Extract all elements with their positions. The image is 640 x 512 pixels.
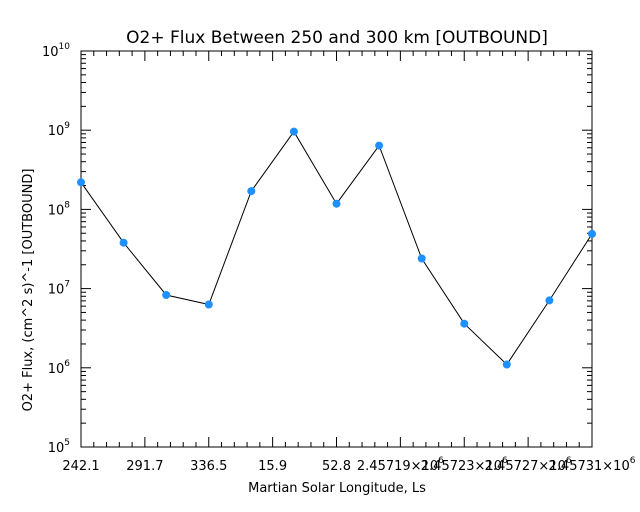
y-tick-label: 107 xyxy=(48,280,70,298)
y-tick-label: 1010 xyxy=(42,42,70,60)
data-point xyxy=(77,178,85,187)
y-axis-major-ticks xyxy=(81,50,592,448)
x-tick-label: 2.45723×106 xyxy=(421,456,508,474)
x-tick-label: 291.7 xyxy=(126,459,163,474)
chart-title: O2+ Flux Between 250 and 300 km [OUTBOUN… xyxy=(126,28,548,48)
x-tick-label: 2.45719×106 xyxy=(357,456,444,474)
x-tick-label: 336.5 xyxy=(190,459,227,474)
series-line xyxy=(80,130,593,366)
x-tick-label: 15.9 xyxy=(258,459,287,474)
data-point xyxy=(289,127,298,136)
x-tick-label: 2.45727×106 xyxy=(485,456,572,474)
x-tick-label: 242.1 xyxy=(62,459,99,474)
data-point xyxy=(502,360,511,369)
data-point xyxy=(119,238,128,247)
x-tick-label: 2.45731×106 xyxy=(549,456,636,474)
y-axis-minor-ticks xyxy=(81,54,592,424)
y-tick-label: 108 xyxy=(48,200,71,218)
x-axis-label: Martian Solar Longitude, Ls xyxy=(248,481,426,496)
data-point xyxy=(545,296,554,305)
plot-frame xyxy=(80,50,593,448)
data-point xyxy=(460,319,469,328)
data-points xyxy=(77,127,596,369)
data-point xyxy=(204,300,213,309)
x-tick-label: 52.8 xyxy=(322,459,351,474)
data-point xyxy=(332,199,341,208)
y-axis-label: O2+ Flux, (cm^2 s)^-1 [OUTBOUND] xyxy=(21,169,36,412)
data-point xyxy=(162,291,171,299)
y-tick-labels: 105 106 107 108 109 1010 xyxy=(42,42,70,456)
y-tick-label: 106 xyxy=(48,359,71,377)
y-tick-label: 105 xyxy=(48,438,70,456)
x-axis-ticks xyxy=(80,51,593,447)
x-tick-labels: 242.1 291.7 336.5 15.9 52.8 2.45719×1062.4572… xyxy=(62,456,635,474)
data-point xyxy=(375,141,384,150)
data-point xyxy=(417,254,426,263)
data-point xyxy=(588,229,596,238)
data-point xyxy=(247,187,256,196)
y-tick-label: 109 xyxy=(48,121,71,139)
